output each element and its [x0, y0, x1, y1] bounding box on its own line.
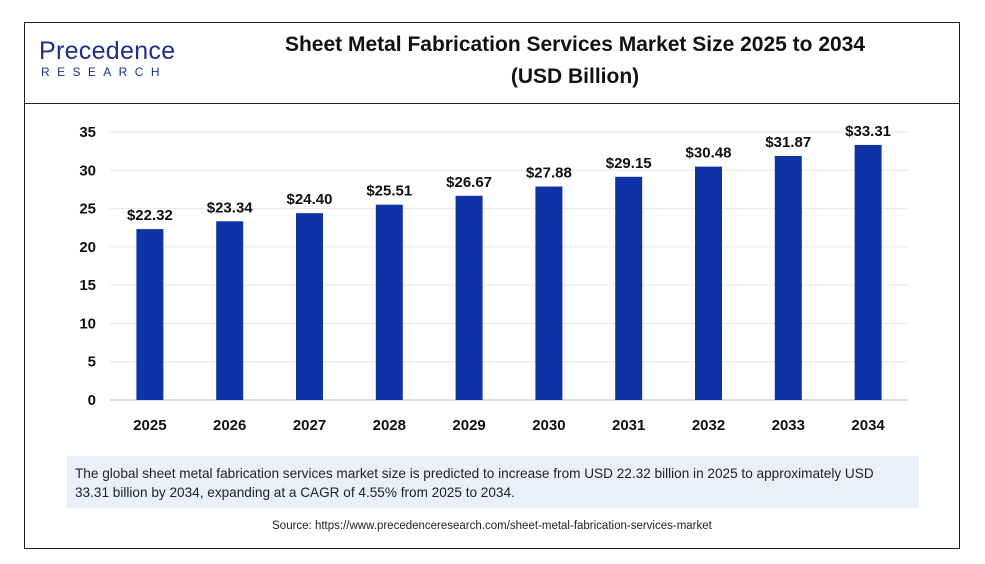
bar: [854, 144, 882, 400]
y-tick-label: 25: [79, 201, 96, 218]
bar: [375, 204, 403, 400]
bar: [535, 186, 563, 400]
y-tick-label: 0: [88, 392, 96, 409]
bar: [455, 195, 483, 400]
chart-title: Sheet Metal Fabrication Services Market …: [225, 29, 925, 93]
y-tick-label: 30: [79, 162, 96, 179]
bar-value-label: $25.51: [366, 183, 412, 200]
x-tick-label: 2033: [772, 417, 805, 434]
bar: [695, 166, 722, 400]
chart-frame: Precedence RESEARCH Sheet Metal Fabricat…: [24, 22, 960, 549]
bar: [296, 213, 323, 400]
x-tick-label: 2029: [452, 417, 485, 434]
x-tick-label: 2025: [133, 417, 166, 434]
header: Precedence RESEARCH Sheet Metal Fabricat…: [25, 23, 959, 104]
y-tick-label: 15: [79, 277, 96, 294]
summary-note: The global sheet metal fabrication servi…: [67, 456, 919, 508]
x-tick-label: 2027: [293, 417, 326, 434]
bar-value-label: $27.88: [526, 165, 572, 182]
logo-wordmark: Precedence: [39, 37, 176, 65]
bar-value-label: $33.31: [845, 123, 891, 140]
bar: [216, 221, 244, 400]
source-citation: Source: https://www.precedenceresearch.c…: [272, 520, 712, 532]
y-tick-label: 35: [79, 124, 96, 141]
bar: [136, 229, 164, 400]
bar-chart: 05101520253035$22.322025$23.342026$24.40…: [79, 123, 908, 434]
x-tick-label: 2031: [612, 417, 645, 434]
bar-value-label: $24.40: [287, 191, 333, 208]
bar-value-label: $23.34: [207, 199, 254, 216]
y-tick-label: 10: [79, 315, 96, 332]
logo-subtitle: RESEARCH: [41, 65, 167, 79]
bar-value-label: $30.48: [686, 145, 732, 162]
x-tick-label: 2026: [213, 417, 246, 434]
x-tick-label: 2032: [692, 417, 725, 434]
bar: [774, 155, 802, 400]
y-tick-label: 5: [88, 354, 96, 371]
brand-logo: Precedence RESEARCH: [39, 37, 199, 93]
y-tick-label: 20: [79, 239, 96, 256]
bar-value-label: $26.67: [446, 174, 492, 191]
bar-value-label: $22.32: [127, 207, 173, 224]
x-tick-label: 2030: [532, 417, 565, 434]
bar: [615, 176, 643, 400]
x-tick-label: 2034: [851, 417, 885, 434]
x-tick-label: 2028: [373, 417, 406, 434]
bar-value-label: $29.15: [606, 155, 652, 172]
chart-title-line1: Sheet Metal Fabrication Services Market …: [284, 33, 866, 56]
chart-title-line2: (USD Billion): [510, 65, 640, 88]
bar-value-label: $31.87: [765, 134, 811, 151]
